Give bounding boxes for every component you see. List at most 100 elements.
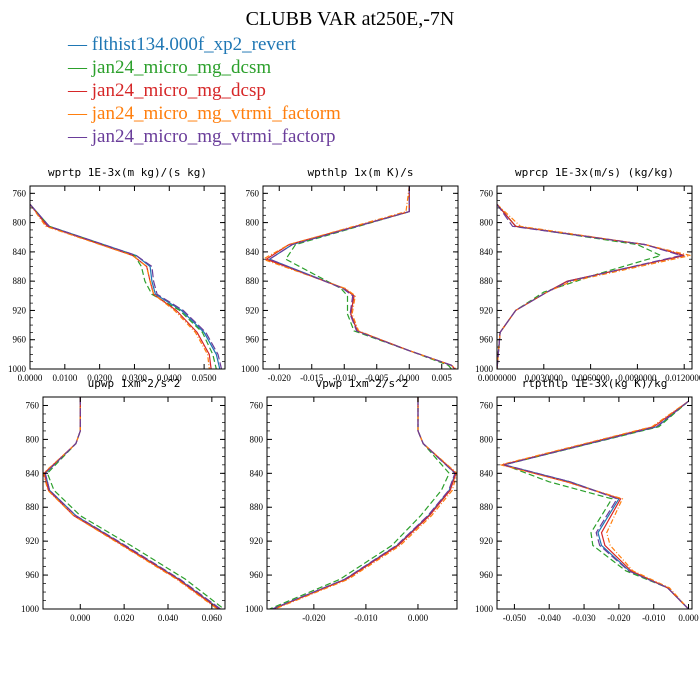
series-line xyxy=(271,397,456,609)
x-tick-label: 0.0100 xyxy=(52,373,77,383)
y-tick-label: 960 xyxy=(480,335,494,345)
y-tick-label: 1000 xyxy=(21,604,40,614)
y-tick-label: 880 xyxy=(480,502,494,512)
plot-frame xyxy=(496,396,693,610)
series-line xyxy=(497,203,684,369)
y-tick-label: 760 xyxy=(250,400,264,410)
series-line xyxy=(44,397,220,609)
x-tick-label: 0.0300 xyxy=(122,373,147,383)
plot-frame xyxy=(496,185,693,370)
y-tick-label: 800 xyxy=(480,434,494,444)
x-tick-label: 0.0500 xyxy=(192,373,217,383)
series-line xyxy=(30,203,210,369)
panel-2: wpthlp 1x(m K)/s 760 800 840 880 920 960 1000 -0… xyxy=(241,166,459,383)
y-tick-label: 840 xyxy=(13,247,27,257)
series-line xyxy=(272,397,457,609)
x-tick-label: 0.0060000 xyxy=(571,373,610,383)
plot-frame xyxy=(262,185,459,370)
x-tick-label: -0.005 xyxy=(365,373,389,383)
y-tick-label: 800 xyxy=(246,218,260,228)
x-tick-label: 0.040 xyxy=(158,613,179,623)
y-tick-label: 920 xyxy=(480,536,494,546)
y-tick-label: 800 xyxy=(26,434,40,444)
panel-4: upwp 1xm^2/s^2 760 800 840 880 920 960 1000 0.00… xyxy=(21,377,226,623)
panel-5: vpwp 1xm^2/s^2 760 800 840 880 920 960 1000 -0.0… xyxy=(245,377,458,623)
series-line xyxy=(268,186,456,369)
series-line xyxy=(497,203,685,369)
x-tick-label: 0.0030000 xyxy=(525,373,564,383)
y-tick-label: 960 xyxy=(246,335,260,345)
legend-entry: — flthist134.000f_xp2_revert xyxy=(68,34,296,55)
panel-3: wprcp 1E-3x(m/s) (kg/kg) 760 800 840 880 920 9… xyxy=(475,166,700,383)
legend-entry: — jan24_micro_mg_vtrmi_factorm xyxy=(68,103,341,124)
x-tick-label: 0.000 xyxy=(408,613,429,623)
panel-title: rtpthlp 1E-3x(kg K)/kg xyxy=(522,377,668,390)
y-tick-label: 960 xyxy=(13,335,27,345)
y-tick-label: 840 xyxy=(250,468,264,478)
y-tick-label: 760 xyxy=(26,400,40,410)
x-tick-label: -0.010 xyxy=(642,613,666,623)
x-tick-label: -0.010 xyxy=(333,373,357,383)
y-tick-label: 840 xyxy=(480,247,494,257)
panel-6: rtpthlp 1E-3x(kg K)/kg 760 800 840 880 920 960… xyxy=(475,377,699,623)
series-line xyxy=(271,397,457,609)
y-tick-label: 800 xyxy=(13,218,27,228)
series-line xyxy=(264,186,456,369)
series-line xyxy=(497,203,663,369)
legend: — flthist134.000f_xp2_revert — jan24_micr… xyxy=(68,33,341,148)
x-tick-label: -0.050 xyxy=(503,613,527,623)
y-tick-label: 880 xyxy=(26,502,40,512)
x-tick-label: 0.000 xyxy=(678,613,699,623)
y-tick-label: 1000 xyxy=(245,604,264,614)
series-line xyxy=(503,400,689,609)
panel-title: wpthlp 1x(m K)/s xyxy=(308,166,414,179)
legend-entry: — jan24_micro_mg_vtrmi_factorp xyxy=(68,126,336,147)
y-tick-label: 880 xyxy=(480,276,494,286)
series-line xyxy=(46,397,225,609)
series-line xyxy=(503,400,689,609)
x-tick-label: -0.015 xyxy=(300,373,324,383)
series-line xyxy=(284,186,452,369)
legend-entry: — jan24_micro_mg_dcsm xyxy=(68,57,272,78)
x-tick-label: 0.000 xyxy=(399,373,420,383)
panel-title: upwp 1xm^2/s^2 xyxy=(88,377,181,390)
series-line xyxy=(501,400,689,609)
y-tick-label: 1000 xyxy=(475,604,494,614)
series-line xyxy=(43,397,219,609)
panel-1: wprtp 1E-3x(m kg)/(s kg) 760 800 840 880 920 9… xyxy=(8,166,226,383)
plot-frame xyxy=(42,396,226,610)
x-tick-label: -0.020 xyxy=(268,373,292,383)
x-tick-label: 0.000 xyxy=(70,613,91,623)
y-tick-label: 920 xyxy=(480,305,494,315)
y-tick-label: 840 xyxy=(246,247,260,257)
x-tick-label: -0.030 xyxy=(572,613,596,623)
series-line xyxy=(30,203,223,369)
x-tick-label: -0.020 xyxy=(607,613,631,623)
series-line xyxy=(500,400,689,609)
chart-title: CLUBB VAR at250E,-7N xyxy=(245,8,455,30)
series-line xyxy=(502,400,689,609)
x-tick-label: -0.040 xyxy=(538,613,562,623)
y-tick-label: 1000 xyxy=(241,364,260,374)
y-tick-label: 880 xyxy=(250,502,264,512)
x-tick-label: 0.0000000 xyxy=(478,373,517,383)
series-line xyxy=(268,186,456,369)
x-tick-label: 0.0000 xyxy=(18,373,43,383)
y-tick-label: 920 xyxy=(250,536,264,546)
series-line xyxy=(269,397,450,609)
y-tick-label: 1000 xyxy=(475,364,494,374)
series-line xyxy=(274,397,457,609)
x-tick-label: 0.060 xyxy=(202,613,223,623)
y-tick-label: 960 xyxy=(250,570,264,580)
panel-title: wprcp 1E-3x(m/s) (kg/kg) xyxy=(515,166,674,179)
y-tick-label: 920 xyxy=(13,305,27,315)
x-tick-label: 0.0120000 xyxy=(665,373,700,383)
y-tick-label: 760 xyxy=(480,400,494,410)
y-tick-label: 760 xyxy=(480,188,494,198)
x-tick-label: 0.020 xyxy=(114,613,135,623)
x-tick-label: -0.020 xyxy=(302,613,326,623)
x-tick-label: 0.0400 xyxy=(157,373,182,383)
plot-frame xyxy=(29,185,226,370)
legend-entry: — jan24_micro_mg_dcsp xyxy=(68,80,266,101)
